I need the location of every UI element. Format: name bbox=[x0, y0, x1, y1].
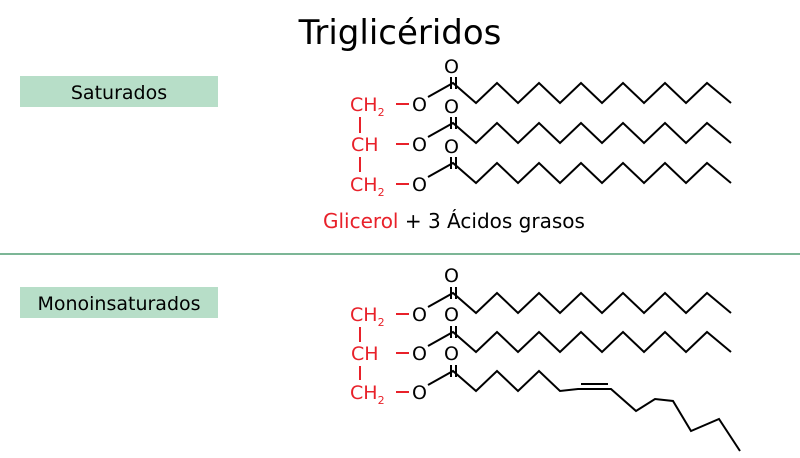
ester-oxygen: O bbox=[412, 382, 427, 404]
carbonyl-oxygen: O bbox=[444, 265, 459, 287]
fatty-acid-chain bbox=[427, 161, 732, 185]
fatty-acid-chain bbox=[427, 330, 732, 354]
glycerol-ch2-bottom: CH2 bbox=[350, 174, 385, 199]
saturated-label: Saturados bbox=[20, 76, 218, 107]
monounsaturated-molecule: CH2 CH CH2 O O O O O O bbox=[350, 265, 741, 452]
legend-glycerol: Glicerol bbox=[323, 209, 399, 233]
monounsaturated-label: Monoinsaturados bbox=[20, 287, 218, 318]
glycerol-ch2-top: CH2 bbox=[350, 94, 385, 119]
ester-oxygen: O bbox=[412, 174, 427, 196]
glycerol-ch: CH bbox=[351, 134, 379, 156]
carbonyl-oxygen: O bbox=[444, 343, 459, 365]
carbonyl-oxygen: O bbox=[444, 304, 459, 326]
glycerol-ch2-bottom: CH2 bbox=[350, 382, 385, 407]
fatty-acid-chain bbox=[427, 291, 732, 315]
fatty-acid-chain-unsaturated bbox=[427, 369, 741, 452]
ester-oxygen: O bbox=[412, 134, 427, 156]
fatty-acid-chain bbox=[427, 121, 732, 145]
glycerol-ch2-top: CH2 bbox=[350, 304, 385, 329]
ester-oxygen: O bbox=[412, 343, 427, 365]
glycerol-ch: CH bbox=[351, 343, 379, 365]
monounsaturated-label-text: Monoinsaturados bbox=[37, 293, 200, 315]
carbonyl-oxygen: O bbox=[444, 96, 459, 118]
saturated-label-box bbox=[20, 76, 218, 107]
fatty-acid-chain bbox=[427, 81, 732, 105]
ester-oxygen: O bbox=[412, 304, 427, 326]
legend-fatty-acids: + 3 Ácidos grasos bbox=[399, 209, 585, 233]
saturated-label-text: Saturados bbox=[71, 82, 167, 104]
page-title: Triglicéridos bbox=[298, 13, 502, 53]
legend: Glicerol + 3 Ácidos grasos bbox=[323, 209, 585, 233]
ester-oxygen: O bbox=[412, 94, 427, 116]
carbonyl-oxygen: O bbox=[444, 56, 459, 78]
saturated-molecule: CH2 CH CH2 O O O O O O bbox=[350, 56, 732, 199]
monounsaturated-label-box bbox=[20, 287, 218, 318]
carbonyl-oxygen: O bbox=[444, 136, 459, 158]
